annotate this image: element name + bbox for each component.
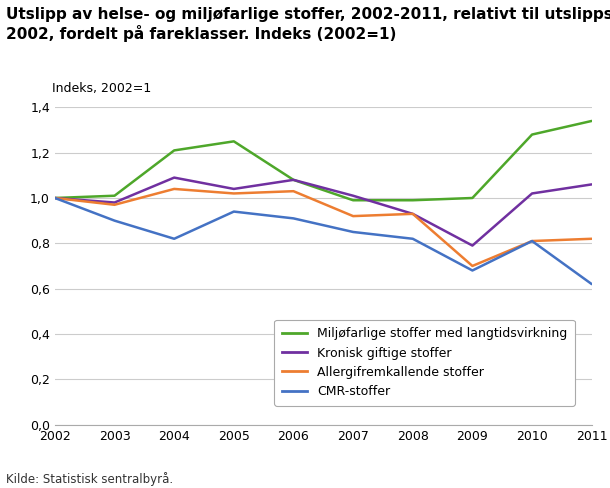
Allergifremkallende stoffer (350, 213, 357, 219)
CMR-stoffer (588, 281, 595, 287)
CMR-stoffer (528, 238, 536, 244)
Kronisk giftige stoffer (409, 211, 417, 217)
Miljøfarlige stoffer med langtidsvirkning (290, 177, 297, 183)
CMR-stoffer (111, 218, 118, 224)
Text: Utslipp av helse- og miljøfarlige stoffer, 2002-2011, relativt til utslippsnivåe: Utslipp av helse- og miljøfarlige stoffe… (6, 5, 610, 41)
Miljøfarlige stoffer med langtidsvirkning (51, 195, 59, 201)
Allergifremkallende stoffer (51, 195, 59, 201)
Allergifremkallende stoffer (588, 236, 595, 242)
CMR-stoffer (350, 229, 357, 235)
Kronisk giftige stoffer (588, 182, 595, 187)
Kronisk giftige stoffer (528, 190, 536, 196)
CMR-stoffer (290, 216, 297, 222)
Allergifremkallende stoffer (528, 238, 536, 244)
Miljøfarlige stoffer med langtidsvirkning (350, 197, 357, 203)
CMR-stoffer (230, 209, 237, 215)
Miljøfarlige stoffer med langtidsvirkning (528, 132, 536, 138)
Miljøfarlige stoffer med langtidsvirkning (409, 197, 417, 203)
Miljøfarlige stoffer med langtidsvirkning (111, 193, 118, 199)
Kronisk giftige stoffer (290, 177, 297, 183)
Legend: Miljøfarlige stoffer med langtidsvirkning, Kronisk giftige stoffer, Allergifremk: Miljøfarlige stoffer med langtidsvirknin… (274, 320, 575, 406)
Text: Kilde: Statistisk sentralbyrå.: Kilde: Statistisk sentralbyrå. (6, 471, 173, 486)
Kronisk giftige stoffer (350, 193, 357, 199)
CMR-stoffer (171, 236, 178, 242)
Allergifremkallende stoffer (171, 186, 178, 192)
Line: Miljøfarlige stoffer med langtidsvirkning: Miljøfarlige stoffer med langtidsvirknin… (55, 121, 592, 200)
Text: Indeks, 2002=1: Indeks, 2002=1 (52, 82, 151, 95)
Miljøfarlige stoffer med langtidsvirkning (230, 139, 237, 144)
Kronisk giftige stoffer (171, 175, 178, 181)
Line: Allergifremkallende stoffer: Allergifremkallende stoffer (55, 189, 592, 266)
CMR-stoffer (468, 267, 476, 273)
CMR-stoffer (409, 236, 417, 242)
Line: Kronisk giftige stoffer: Kronisk giftige stoffer (55, 178, 592, 245)
Allergifremkallende stoffer (230, 190, 237, 196)
Miljøfarlige stoffer med langtidsvirkning (171, 147, 178, 153)
CMR-stoffer (51, 195, 59, 201)
Kronisk giftige stoffer (468, 243, 476, 248)
Kronisk giftige stoffer (111, 200, 118, 205)
Allergifremkallende stoffer (468, 263, 476, 269)
Kronisk giftige stoffer (230, 186, 237, 192)
Kronisk giftige stoffer (51, 195, 59, 201)
Miljøfarlige stoffer med langtidsvirkning (468, 195, 476, 201)
Line: CMR-stoffer: CMR-stoffer (55, 198, 592, 284)
Allergifremkallende stoffer (290, 188, 297, 194)
Allergifremkallende stoffer (409, 211, 417, 217)
Allergifremkallende stoffer (111, 202, 118, 208)
Miljøfarlige stoffer med langtidsvirkning (588, 118, 595, 124)
